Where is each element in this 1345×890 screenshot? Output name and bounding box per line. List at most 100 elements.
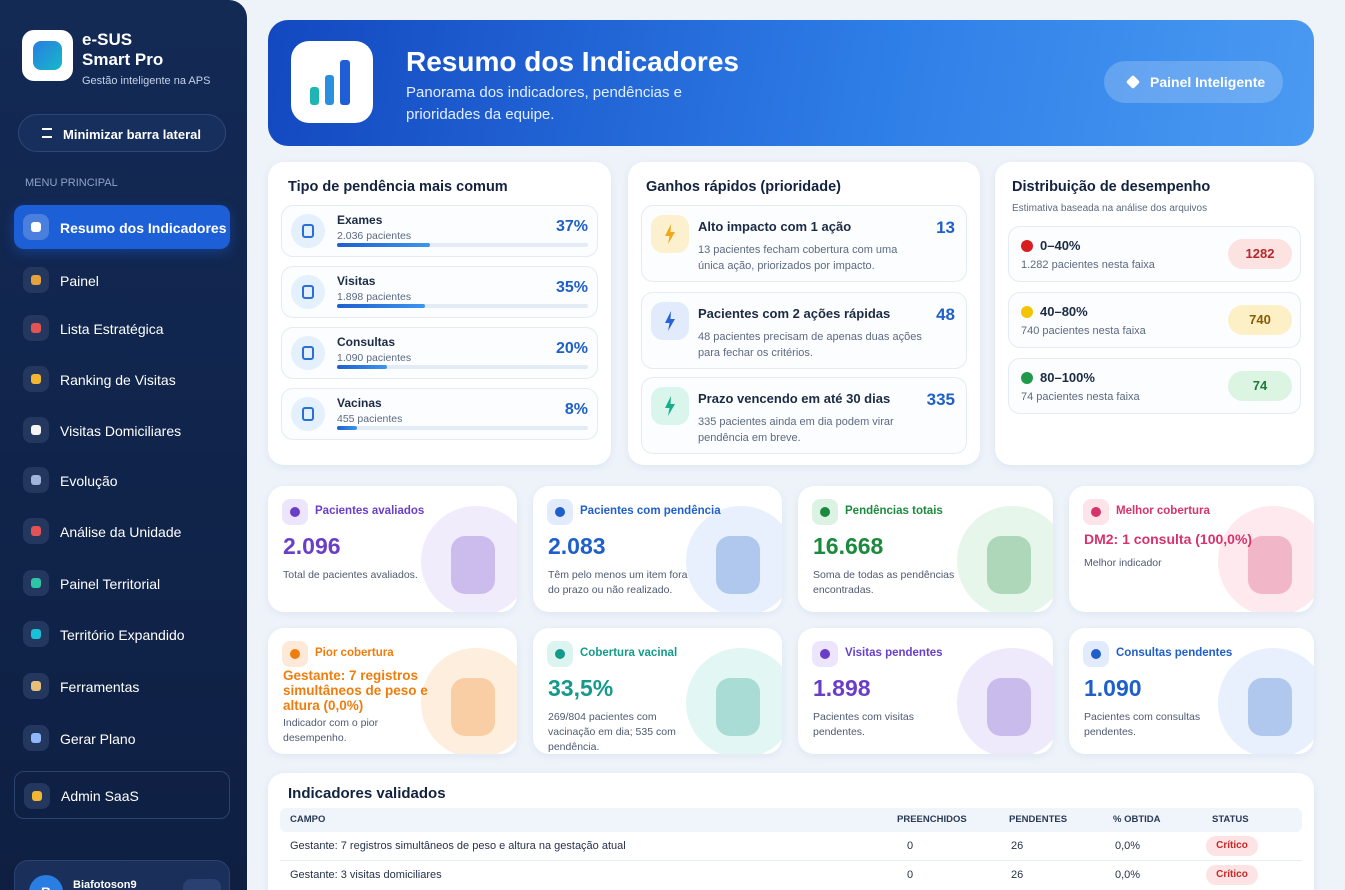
- toggle-label: Minimizar barra lateral: [63, 127, 201, 142]
- menu-icon-dot: [31, 733, 41, 743]
- menu-icon-dot: [31, 578, 41, 588]
- band-dot: [1021, 372, 1033, 384]
- kpi-description: Melhor indicador: [1084, 557, 1162, 569]
- menu-item[interactable]: Admin SaaS: [14, 771, 230, 819]
- menu-label: Análise da Unidade: [60, 524, 182, 540]
- sidebar: e-SUS Smart Pro Gestão inteligente na AP…: [0, 0, 247, 890]
- menu-icon-dot: [31, 374, 41, 384]
- menu-label: Evolução: [60, 473, 118, 489]
- menu-item[interactable]: Resumo dos Indicadores: [14, 205, 230, 249]
- kpi-value: 2.096: [283, 533, 341, 559]
- smart-button[interactable]: Painel Inteligente: [1104, 61, 1283, 103]
- share-bar: [337, 426, 358, 430]
- menu-label: Painel: [60, 273, 99, 289]
- menu-item[interactable]: Painel: [14, 258, 230, 302]
- menu-icon-dot: [31, 526, 41, 536]
- menu-item[interactable]: Gerar Plano: [14, 716, 230, 760]
- section-label: MENU PRINCIPAL: [25, 177, 118, 189]
- menu-item[interactable]: Análise da Unidade: [14, 509, 230, 553]
- menu-icon-dot: [31, 681, 41, 691]
- kpi-description: 269/804 pacientes com vacinação em dia; …: [548, 711, 676, 753]
- icon-bar: [310, 87, 319, 105]
- cell-value: 26: [1011, 869, 1024, 881]
- validated-table: Indicadores validados CAMPO PREENCHIDOS PE…: [268, 773, 1314, 890]
- pending-detail: 1.898 pacientes: [337, 291, 412, 303]
- menu-icon-dot: [31, 323, 41, 333]
- quick-win-item: Pacientes com 2 ações rápidas 48 48 pacien…: [641, 292, 967, 369]
- kpi-icon: [547, 499, 573, 525]
- kpi-illustration: [957, 648, 1053, 754]
- kpi-value: Gestante: 7 registros simultâneos de pes…: [283, 668, 428, 713]
- user-menu[interactable]: [183, 879, 221, 890]
- menu-item[interactable]: Painel Territorial: [14, 561, 230, 605]
- menu-label: Admin SaaS: [61, 788, 139, 804]
- toggle-button[interactable]: Minimizar barra lateral: [18, 114, 226, 152]
- kpi-icon: [282, 499, 308, 525]
- kpi-icon: [812, 499, 838, 525]
- kpi-description: Têm pelo menos um item fora do prazo ou …: [548, 569, 688, 596]
- pending-item: Vacinas 455 pacientes 8%: [281, 388, 598, 440]
- share-bar: [337, 304, 425, 308]
- panel-title: Ganhos rápidos (prioridade): [646, 179, 841, 195]
- header-icon: [291, 41, 373, 123]
- kpi-value: 2.083: [548, 533, 606, 559]
- kpi-title: Pacientes com pendência: [580, 505, 721, 517]
- menu-item[interactable]: Evolução: [14, 458, 230, 502]
- menu-label: Lista Estratégica: [60, 321, 164, 337]
- panel-title: Tipo de pendência mais comum: [288, 179, 508, 195]
- quick-win-description: 48 pacientes precisam de apenas duas açõ…: [698, 331, 922, 359]
- cell-value: 0,0%: [1115, 869, 1141, 881]
- pending-icon-mark: [302, 285, 314, 299]
- band-count: 74: [1228, 371, 1292, 401]
- brand-name: e-SUS: [82, 30, 133, 49]
- menu-icon: [23, 366, 49, 392]
- cell-field: Gestante: 3 visitas domiciliares: [290, 869, 442, 881]
- menu-item[interactable]: Visitas Domiciliares: [14, 408, 230, 452]
- menu-icon: [23, 267, 49, 293]
- menu-item[interactable]: Ferramentas: [14, 664, 230, 708]
- menu-label: Ferramentas: [60, 679, 140, 695]
- kpi-card: Pior cobertura Gestante: 7 registros simu…: [268, 628, 517, 754]
- kpi-illustration-shape: [987, 678, 1031, 736]
- kpi-description: Soma de todas as pendências encontradas.: [813, 569, 955, 596]
- menu-icon-dot: [32, 791, 42, 801]
- kpi-icon: [1083, 499, 1109, 525]
- pending-label: Visitas: [337, 274, 376, 288]
- column-header: PREENCHIDOS: [897, 814, 967, 825]
- menu-item[interactable]: Lista Estratégica: [14, 306, 230, 350]
- share-bar: [337, 243, 430, 247]
- menu-item[interactable]: Ranking de Visitas: [14, 357, 230, 401]
- bolt: [665, 311, 675, 331]
- kpi-icon: [547, 641, 573, 667]
- icon-bar: [325, 75, 334, 105]
- share-bar: [337, 365, 388, 369]
- kpi-card: Visitas pendentes 1.898 Pacientes com visi…: [798, 628, 1053, 754]
- kpi-title: Pendências totais: [845, 505, 943, 517]
- brand-logo: [22, 30, 73, 81]
- column-header: CAMPO: [290, 814, 326, 825]
- brand-product: Smart Pro: [82, 50, 164, 69]
- cell-value: 0,0%: [1115, 840, 1141, 852]
- distribution-band: 80–100% 74 pacientes nesta faixa 74: [1008, 358, 1301, 414]
- quick-win-icon: [651, 302, 689, 340]
- menu-item[interactable]: Território Expandido: [14, 612, 230, 656]
- band-count: 1282: [1228, 239, 1292, 269]
- menu-icon: [23, 214, 49, 240]
- icon-bar: [340, 60, 350, 105]
- band-count: 740: [1228, 305, 1292, 335]
- kpi-card: Melhor cobertura DM2: 1 consulta (100,0%)…: [1069, 486, 1314, 612]
- quick-win-icon: [651, 215, 689, 253]
- menu-label: Visitas Domiciliares: [60, 423, 182, 439]
- pending-detail: 1.090 pacientes: [337, 352, 412, 364]
- kpi-icon-dot: [1091, 649, 1101, 659]
- pending-icon: [291, 275, 325, 309]
- band-dot: [1021, 306, 1033, 318]
- kpi-title: Consultas pendentes: [1116, 647, 1233, 659]
- quick-win-count: 13: [936, 218, 955, 237]
- kpi-description: Pacientes com visitas pendentes.: [813, 711, 914, 738]
- menu-label: Painel Territorial: [60, 576, 161, 592]
- distribution-band: 40–80% 740 pacientes nesta faixa 740: [1008, 292, 1301, 348]
- quick-win-title: Prazo vencendo em até 30 dias: [698, 391, 891, 406]
- menu-label: Ranking de Visitas: [60, 372, 176, 388]
